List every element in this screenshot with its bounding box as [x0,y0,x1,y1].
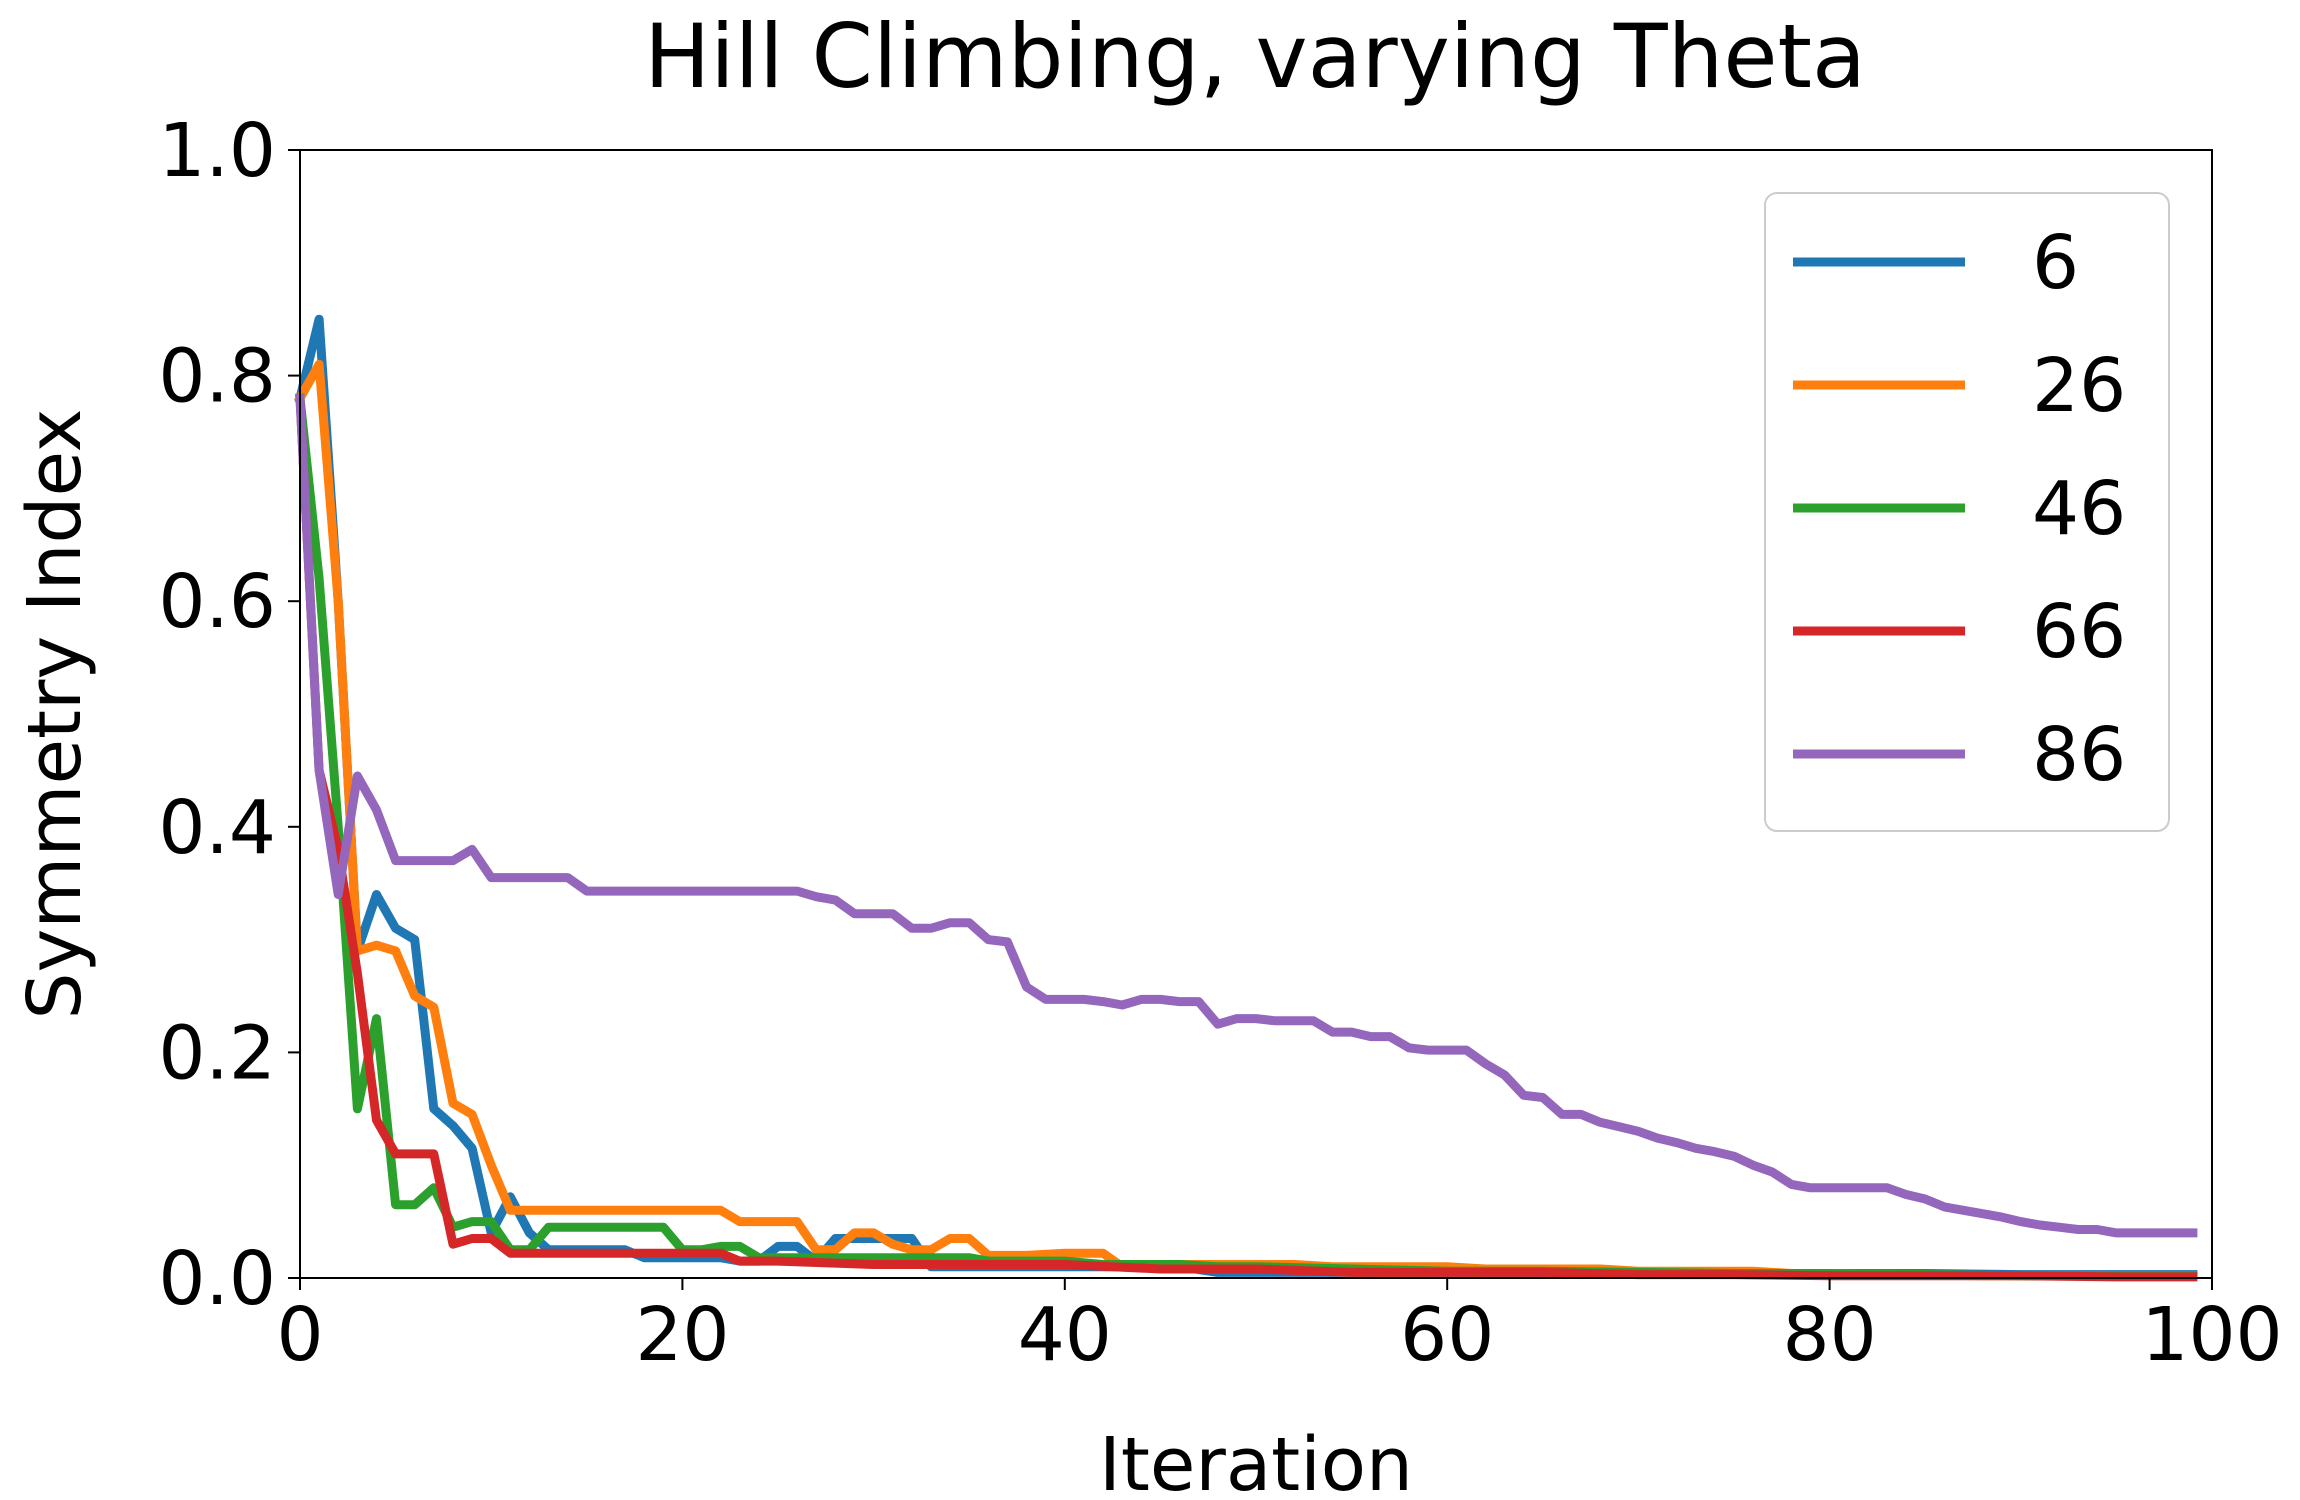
y-axis-ticks: 0.0 0.2 0.4 0.6 0.8 1.0 [158,108,300,1322]
y-tick-label: 0.2 [158,1010,276,1096]
y-tick-label: 0.8 [158,334,276,420]
series-line-86 [295,393,2198,1238]
legend-label: 66 [2032,589,2126,675]
series-line-66 [295,393,2198,1282]
x-tick-label: 80 [1783,1292,1877,1378]
x-axis-label: Iteration [1099,1422,1413,1500]
legend-label: 46 [2032,466,2126,552]
y-tick-label: 0.0 [158,1236,276,1322]
x-tick-label: 60 [1400,1292,1494,1378]
legend-label: 86 [2032,712,2126,798]
y-tick-label: 0.6 [158,559,276,645]
y-axis-label: Symmetry Index [12,409,98,1020]
x-tick-label: 20 [635,1292,729,1378]
plot-frame [299,149,2213,1279]
y-tick-label: 0.4 [158,785,276,871]
legend-label: 6 [2032,220,2079,306]
y-tick-label: 1.0 [158,108,276,194]
legend-label: 26 [2032,343,2126,429]
x-tick-label: 40 [1018,1292,1112,1378]
plot-lines [293,314,2198,1282]
x-axis-ticks: 0 20 40 60 80 100 [276,1278,2283,1378]
chart-title: Hill Climbing, varying Theta [644,5,1866,108]
legend-box [1764,192,2170,832]
x-tick-label: 100 [2141,1292,2282,1378]
legend-items: 6 26 46 66 86 [1793,220,2126,798]
legend: 6 26 46 66 86 [1764,192,2170,832]
x-tick-label: 0 [276,1292,323,1378]
